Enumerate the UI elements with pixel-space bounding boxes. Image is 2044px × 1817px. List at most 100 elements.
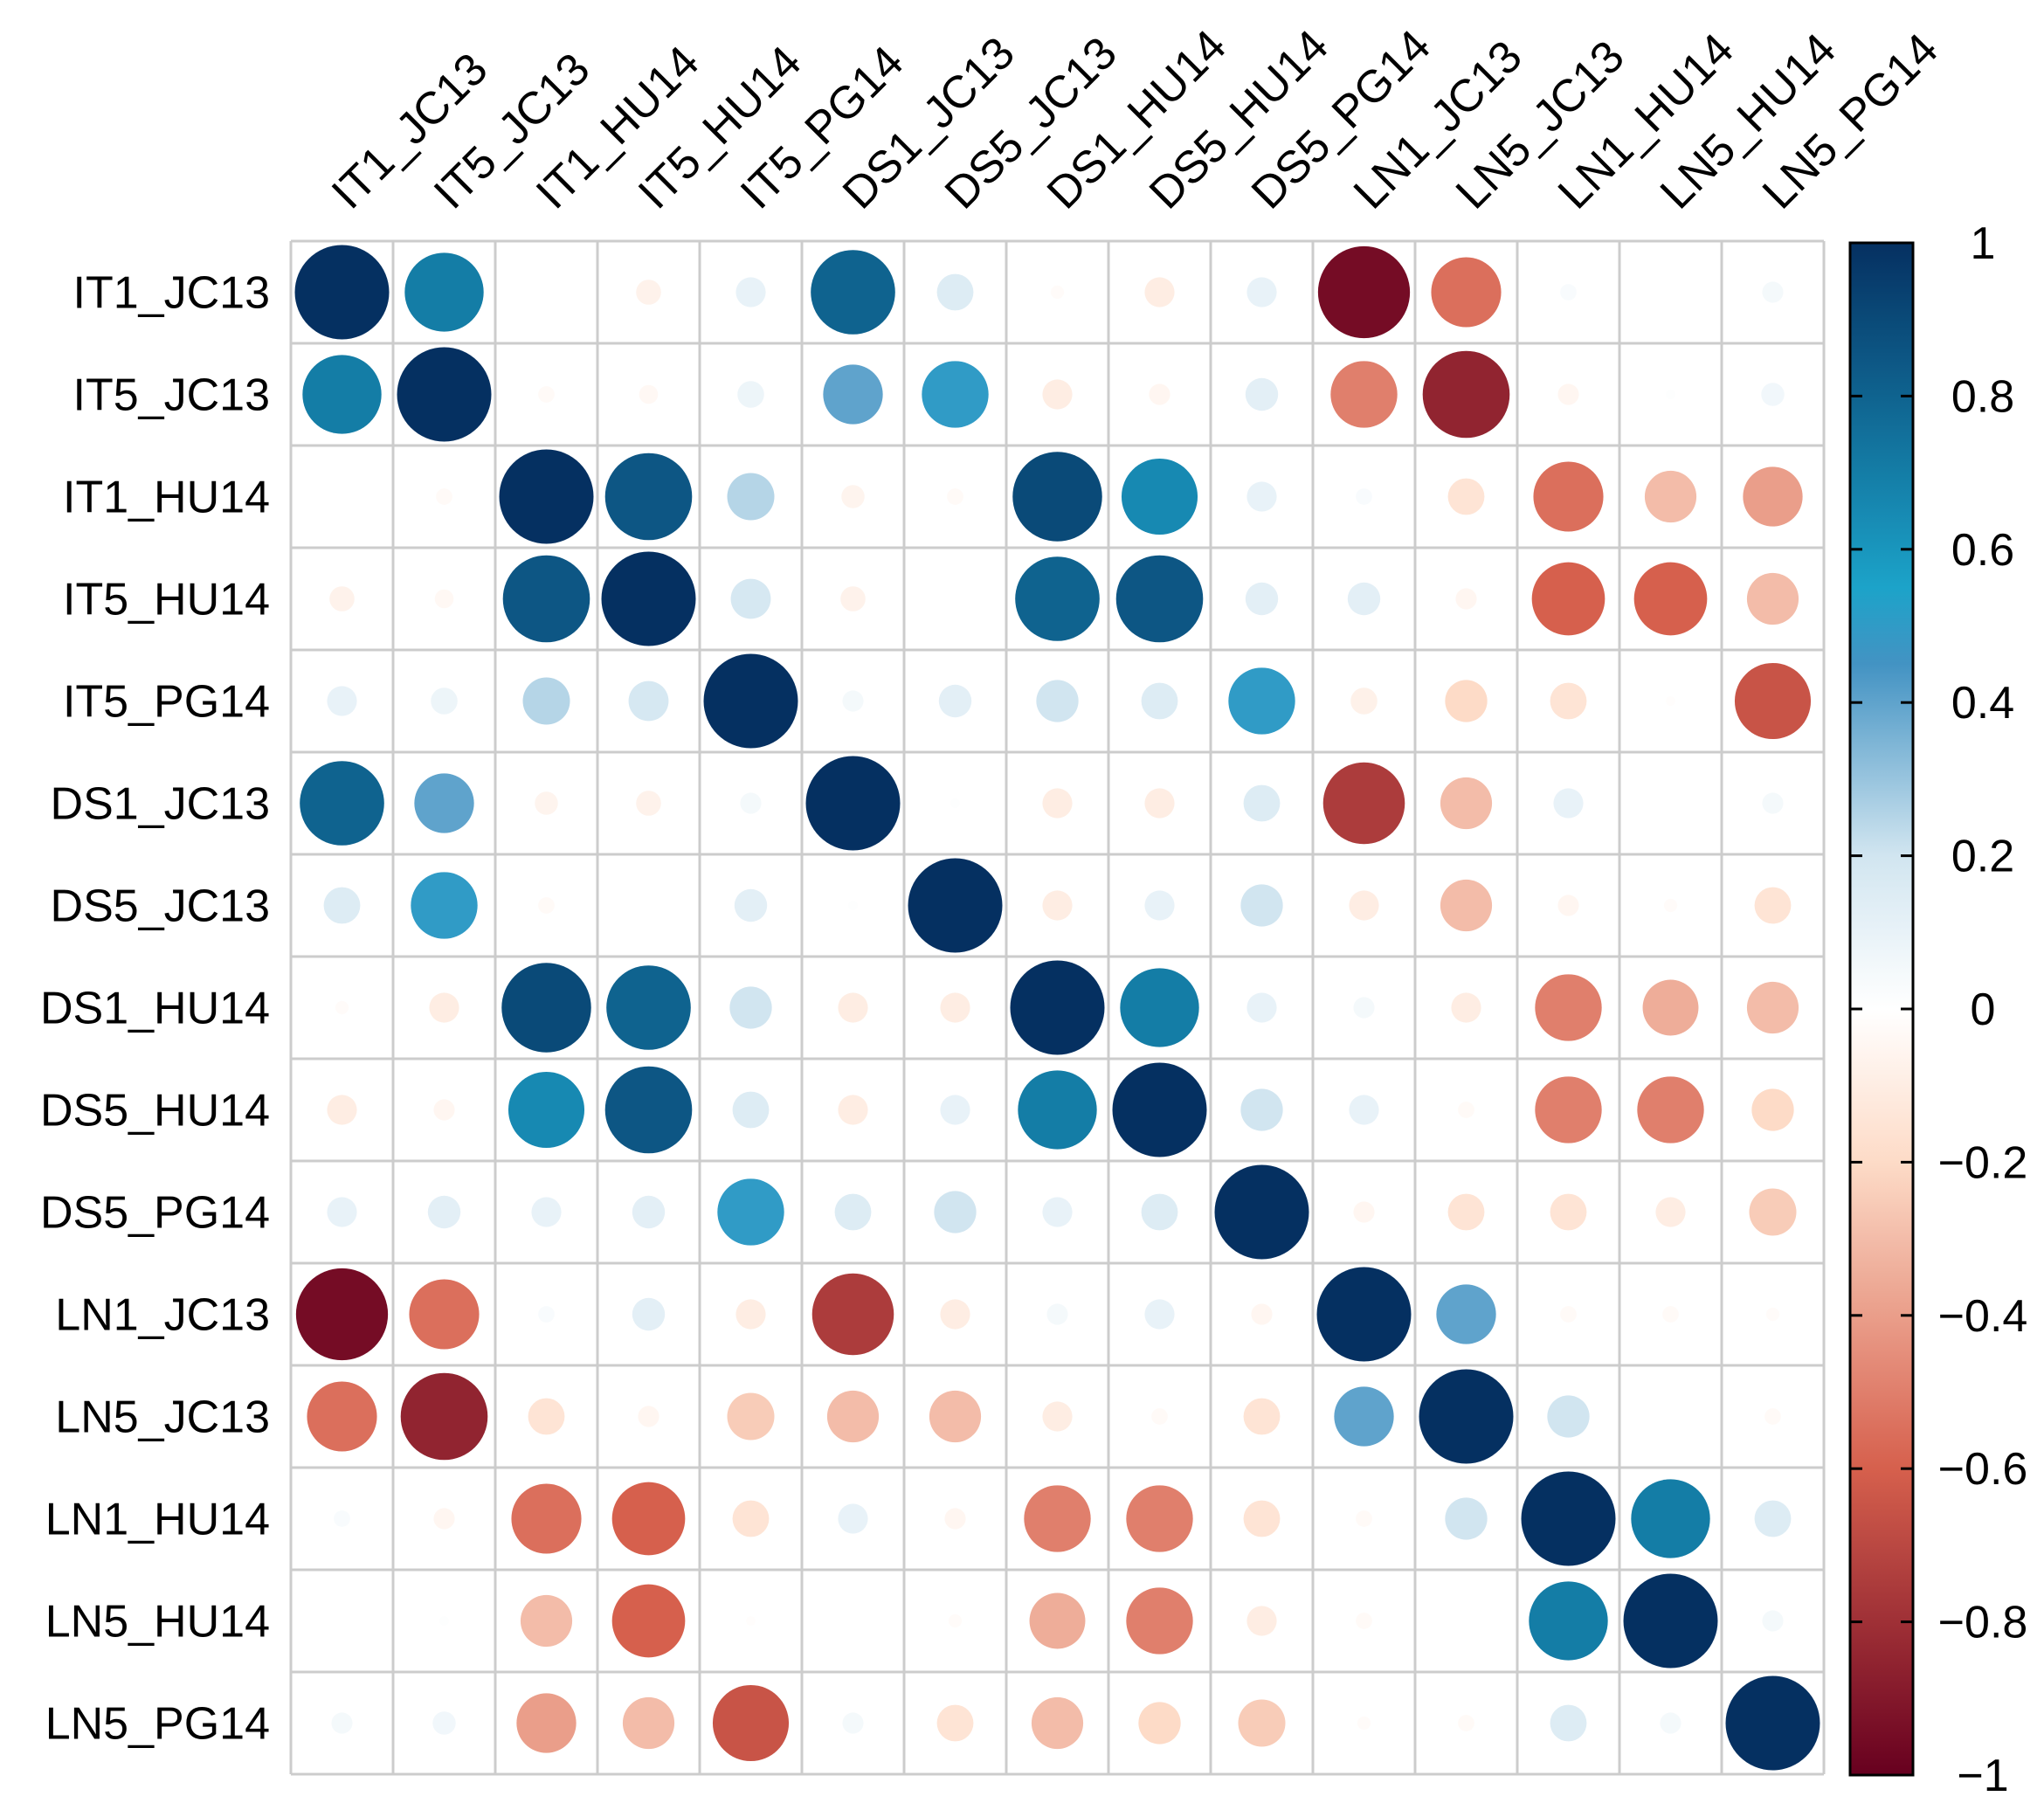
correlation-circle (1141, 682, 1178, 720)
correlation-circle (1440, 879, 1493, 932)
correlation-circle (940, 992, 970, 1023)
correlation-circle (1440, 777, 1493, 830)
correlation-circle (936, 1704, 974, 1742)
row-label: DS1_HU14 (40, 984, 270, 1034)
correlation-circle (727, 1392, 775, 1440)
correlation-circle (841, 485, 865, 508)
correlation-circle (1560, 1306, 1577, 1323)
correlation-circle (717, 1178, 784, 1246)
correlation-circle (1144, 1299, 1175, 1330)
correlation-circle (732, 1500, 770, 1537)
correlation-circle (434, 589, 454, 609)
correlation-circle (604, 453, 693, 541)
row-label: IT5_JC13 (73, 370, 270, 421)
correlation-circle (1018, 1070, 1097, 1150)
correlation-circle (922, 361, 989, 428)
row-label: LN5_JC13 (55, 1392, 270, 1443)
correlation-circle (1330, 361, 1398, 428)
correlation-circle (295, 1268, 389, 1361)
correlation-circle (522, 677, 570, 725)
correlation-circle (1036, 680, 1079, 722)
correlation-circle (1353, 1201, 1375, 1223)
correlation-circle (499, 449, 594, 544)
correlation-circle (944, 1508, 966, 1530)
correlation-circle (622, 1696, 675, 1750)
correlation-circle (823, 364, 883, 425)
correlation-circle (1633, 562, 1708, 636)
correlation-circle (1046, 1303, 1068, 1325)
correlation-circle (1553, 788, 1584, 819)
correlation-circle (1557, 383, 1579, 405)
correlation-circle (1112, 1062, 1207, 1157)
correlation-circle (1138, 1702, 1181, 1744)
correlation-circle (1238, 1699, 1286, 1747)
correlation-circle (1550, 1704, 1587, 1742)
correlation-circle (1141, 1193, 1178, 1231)
correlation-circle (805, 756, 901, 851)
correlation-circle (639, 384, 659, 404)
correlation-circle (1749, 1188, 1797, 1236)
correlation-circle (433, 1508, 455, 1530)
correlation-circle (934, 1191, 977, 1233)
correlation-circle (940, 1299, 970, 1330)
correlation-circle (1246, 277, 1277, 307)
correlation-circle (730, 578, 771, 619)
colorbar-tick-label: −1 (1957, 1751, 2008, 1801)
correlation-circle (940, 1095, 970, 1125)
correlation-circle (811, 250, 895, 335)
correlation-circle (936, 273, 974, 311)
correlation-circle (727, 473, 775, 521)
correlation-circle (400, 1372, 488, 1461)
correlation-circle (1121, 458, 1198, 535)
correlation-circle (1246, 992, 1277, 1023)
correlation-circle (1746, 981, 1799, 1034)
correlation-circle (1126, 1587, 1193, 1655)
correlation-circle (1734, 662, 1812, 740)
correlation-circle (1535, 974, 1602, 1041)
row-label: LN1_JC13 (55, 1290, 270, 1341)
correlation-circle (538, 1306, 555, 1323)
correlation-circle (848, 901, 858, 910)
grid-layer (289, 239, 1826, 1776)
correlation-circle (538, 386, 555, 403)
correlation-circle (703, 653, 798, 749)
correlation-circle (1447, 478, 1485, 515)
correlation-circle (327, 1197, 357, 1227)
correlation-circle (302, 355, 382, 434)
correlation-circle (1662, 1306, 1679, 1323)
correlation-circle (1754, 1500, 1792, 1537)
colorbar-tick-label: −0.6 (1938, 1444, 2028, 1495)
correlation-circle (1115, 555, 1204, 643)
correlation-circle (1631, 1479, 1710, 1558)
correlation-circle (1764, 1408, 1781, 1425)
correlation-circle (1458, 1102, 1474, 1118)
correlation-circle (826, 1390, 880, 1443)
correlation-circle (1356, 1510, 1372, 1527)
colorbar-tick-label: −0.4 (1938, 1291, 2028, 1342)
correlation-circle (908, 858, 1003, 953)
circle-layer (294, 245, 1820, 1771)
correlation-circle (840, 586, 866, 611)
correlation-circle (1644, 470, 1697, 523)
correlation-circle (1015, 556, 1100, 641)
correlation-circle (1754, 887, 1792, 924)
correlation-circle (1246, 481, 1277, 512)
correlation-circle (429, 992, 459, 1023)
correlation-circle (842, 690, 864, 712)
row-label: IT1_HU14 (63, 473, 270, 523)
correlation-circle (1349, 1095, 1379, 1125)
correlation-circle (501, 963, 591, 1053)
correlation-circle (1762, 1610, 1784, 1632)
correlation-circle (538, 897, 555, 914)
correlation-circle (1228, 667, 1295, 735)
correlation-circle (1422, 350, 1510, 439)
row-label: DS5_PG14 (40, 1188, 270, 1239)
row-labels: IT1_JC13 IT5_JC13 IT1_HU14 IT5_HU14 IT5_PG14… (40, 268, 270, 1750)
correlation-circle (632, 1195, 666, 1229)
correlation-circle (735, 277, 766, 307)
row-label: IT1_JC13 (73, 268, 270, 319)
correlation-circle (1042, 379, 1073, 410)
row-label: LN5_HU14 (45, 1597, 270, 1648)
correlation-circle (1334, 1386, 1394, 1447)
